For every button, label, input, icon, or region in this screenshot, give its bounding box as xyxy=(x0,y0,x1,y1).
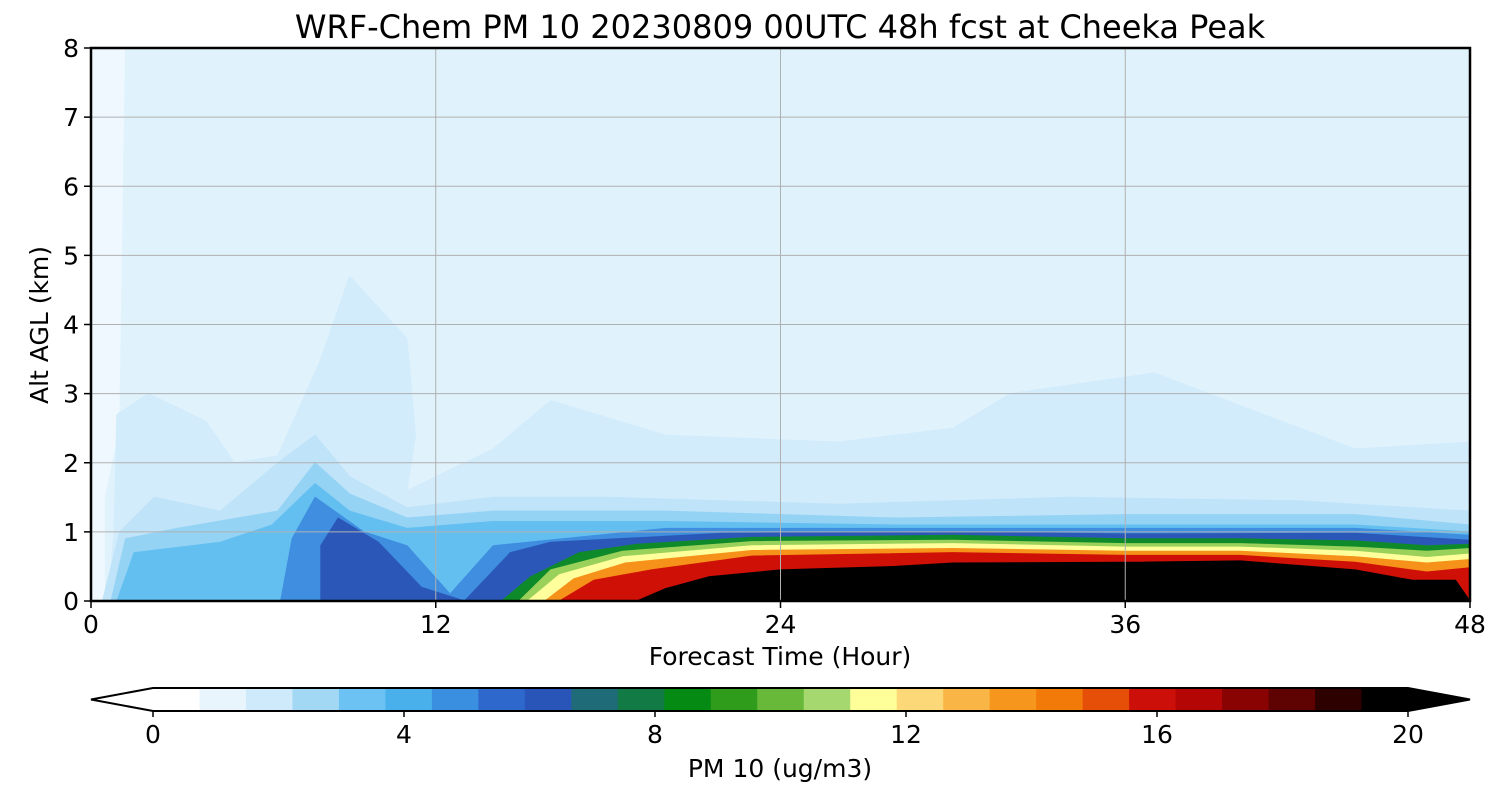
colorbar-tick-label-0: 0 xyxy=(145,720,161,749)
colorbar-segment-17 xyxy=(943,688,991,711)
colorbar-segment-15 xyxy=(850,688,898,711)
x-axis-ticks: 0 12 24 36 48 xyxy=(83,601,1486,639)
colorbar-segment-13 xyxy=(757,688,805,711)
y-tick-label-0: 0 xyxy=(63,587,79,616)
x-tick-label-4: 48 xyxy=(1454,610,1486,639)
colorbar-ticks: 0 4 8 12 16 20 xyxy=(145,711,1424,749)
colorbar-tick-label-3: 12 xyxy=(890,720,922,749)
colorbar-label: PM 10 (ug/m3) xyxy=(688,754,872,783)
colorbar-segment-7 xyxy=(478,688,526,711)
y-tick-label-5: 5 xyxy=(63,241,79,270)
y-axis-ticks: 0 1 2 3 4 5 6 7 8 xyxy=(63,34,91,616)
colorbar-segment-8 xyxy=(524,688,572,711)
colorbar-segment-1 xyxy=(199,688,247,711)
colorbar-segment-0 xyxy=(153,688,201,711)
colorbar-segment-2 xyxy=(245,688,294,711)
y-tick-label-8: 8 xyxy=(63,34,79,63)
colorbar-segment-5 xyxy=(385,688,433,711)
colorbar-extend-low xyxy=(91,688,153,711)
x-tick-label-2: 24 xyxy=(765,610,797,639)
x-axis-label: Forecast Time (Hour) xyxy=(649,642,912,671)
y-tick-label-7: 7 xyxy=(63,103,79,132)
colorbar-segment-19 xyxy=(1036,688,1084,711)
chart-title: WRF-Chem PM 10 20230809 00UTC 48h fcst a… xyxy=(295,8,1266,46)
y-axis-label: Alt AGL (km) xyxy=(25,246,54,404)
colorbar-segment-6 xyxy=(431,688,479,711)
x-tick-label-1: 12 xyxy=(420,610,452,639)
colorbar-segment-22 xyxy=(1175,688,1223,711)
y-tick-label-1: 1 xyxy=(63,518,79,547)
y-tick-label-3: 3 xyxy=(63,380,79,409)
y-tick-label-2: 2 xyxy=(63,449,79,478)
colorbar-segment-11 xyxy=(664,688,712,711)
colorbar-tick-label-4: 16 xyxy=(1141,720,1173,749)
colorbar-segment-14 xyxy=(803,688,851,711)
colorbar-tick-label-5: 20 xyxy=(1392,720,1424,749)
colorbar-segment-4 xyxy=(338,688,387,711)
x-tick-label-3: 36 xyxy=(1109,610,1141,639)
colorbar-segment-21 xyxy=(1129,688,1177,711)
colorbar-segment-24 xyxy=(1268,688,1316,711)
colorbar-tick-label-1: 4 xyxy=(396,720,412,749)
colorbar-segment-26 xyxy=(1361,688,1409,711)
colorbar-segment-25 xyxy=(1315,688,1363,711)
colorbar-segment-18 xyxy=(989,688,1037,711)
colorbar-segment-23 xyxy=(1222,688,1270,711)
colorbar-segment-20 xyxy=(1082,688,1130,711)
colorbar-segment-9 xyxy=(571,688,619,711)
colorbar-tick-label-2: 8 xyxy=(647,720,663,749)
colorbar xyxy=(90,687,1471,712)
colorbar-segment-3 xyxy=(292,688,340,711)
y-tick-label-6: 6 xyxy=(63,172,79,201)
colorbar-extend-high xyxy=(1408,688,1470,711)
x-tick-label-0: 0 xyxy=(83,610,99,639)
y-tick-label-4: 4 xyxy=(63,311,79,340)
colorbar-segment-16 xyxy=(896,688,944,711)
colorbar-segment-12 xyxy=(710,688,758,711)
colorbar-segment-10 xyxy=(617,688,665,711)
